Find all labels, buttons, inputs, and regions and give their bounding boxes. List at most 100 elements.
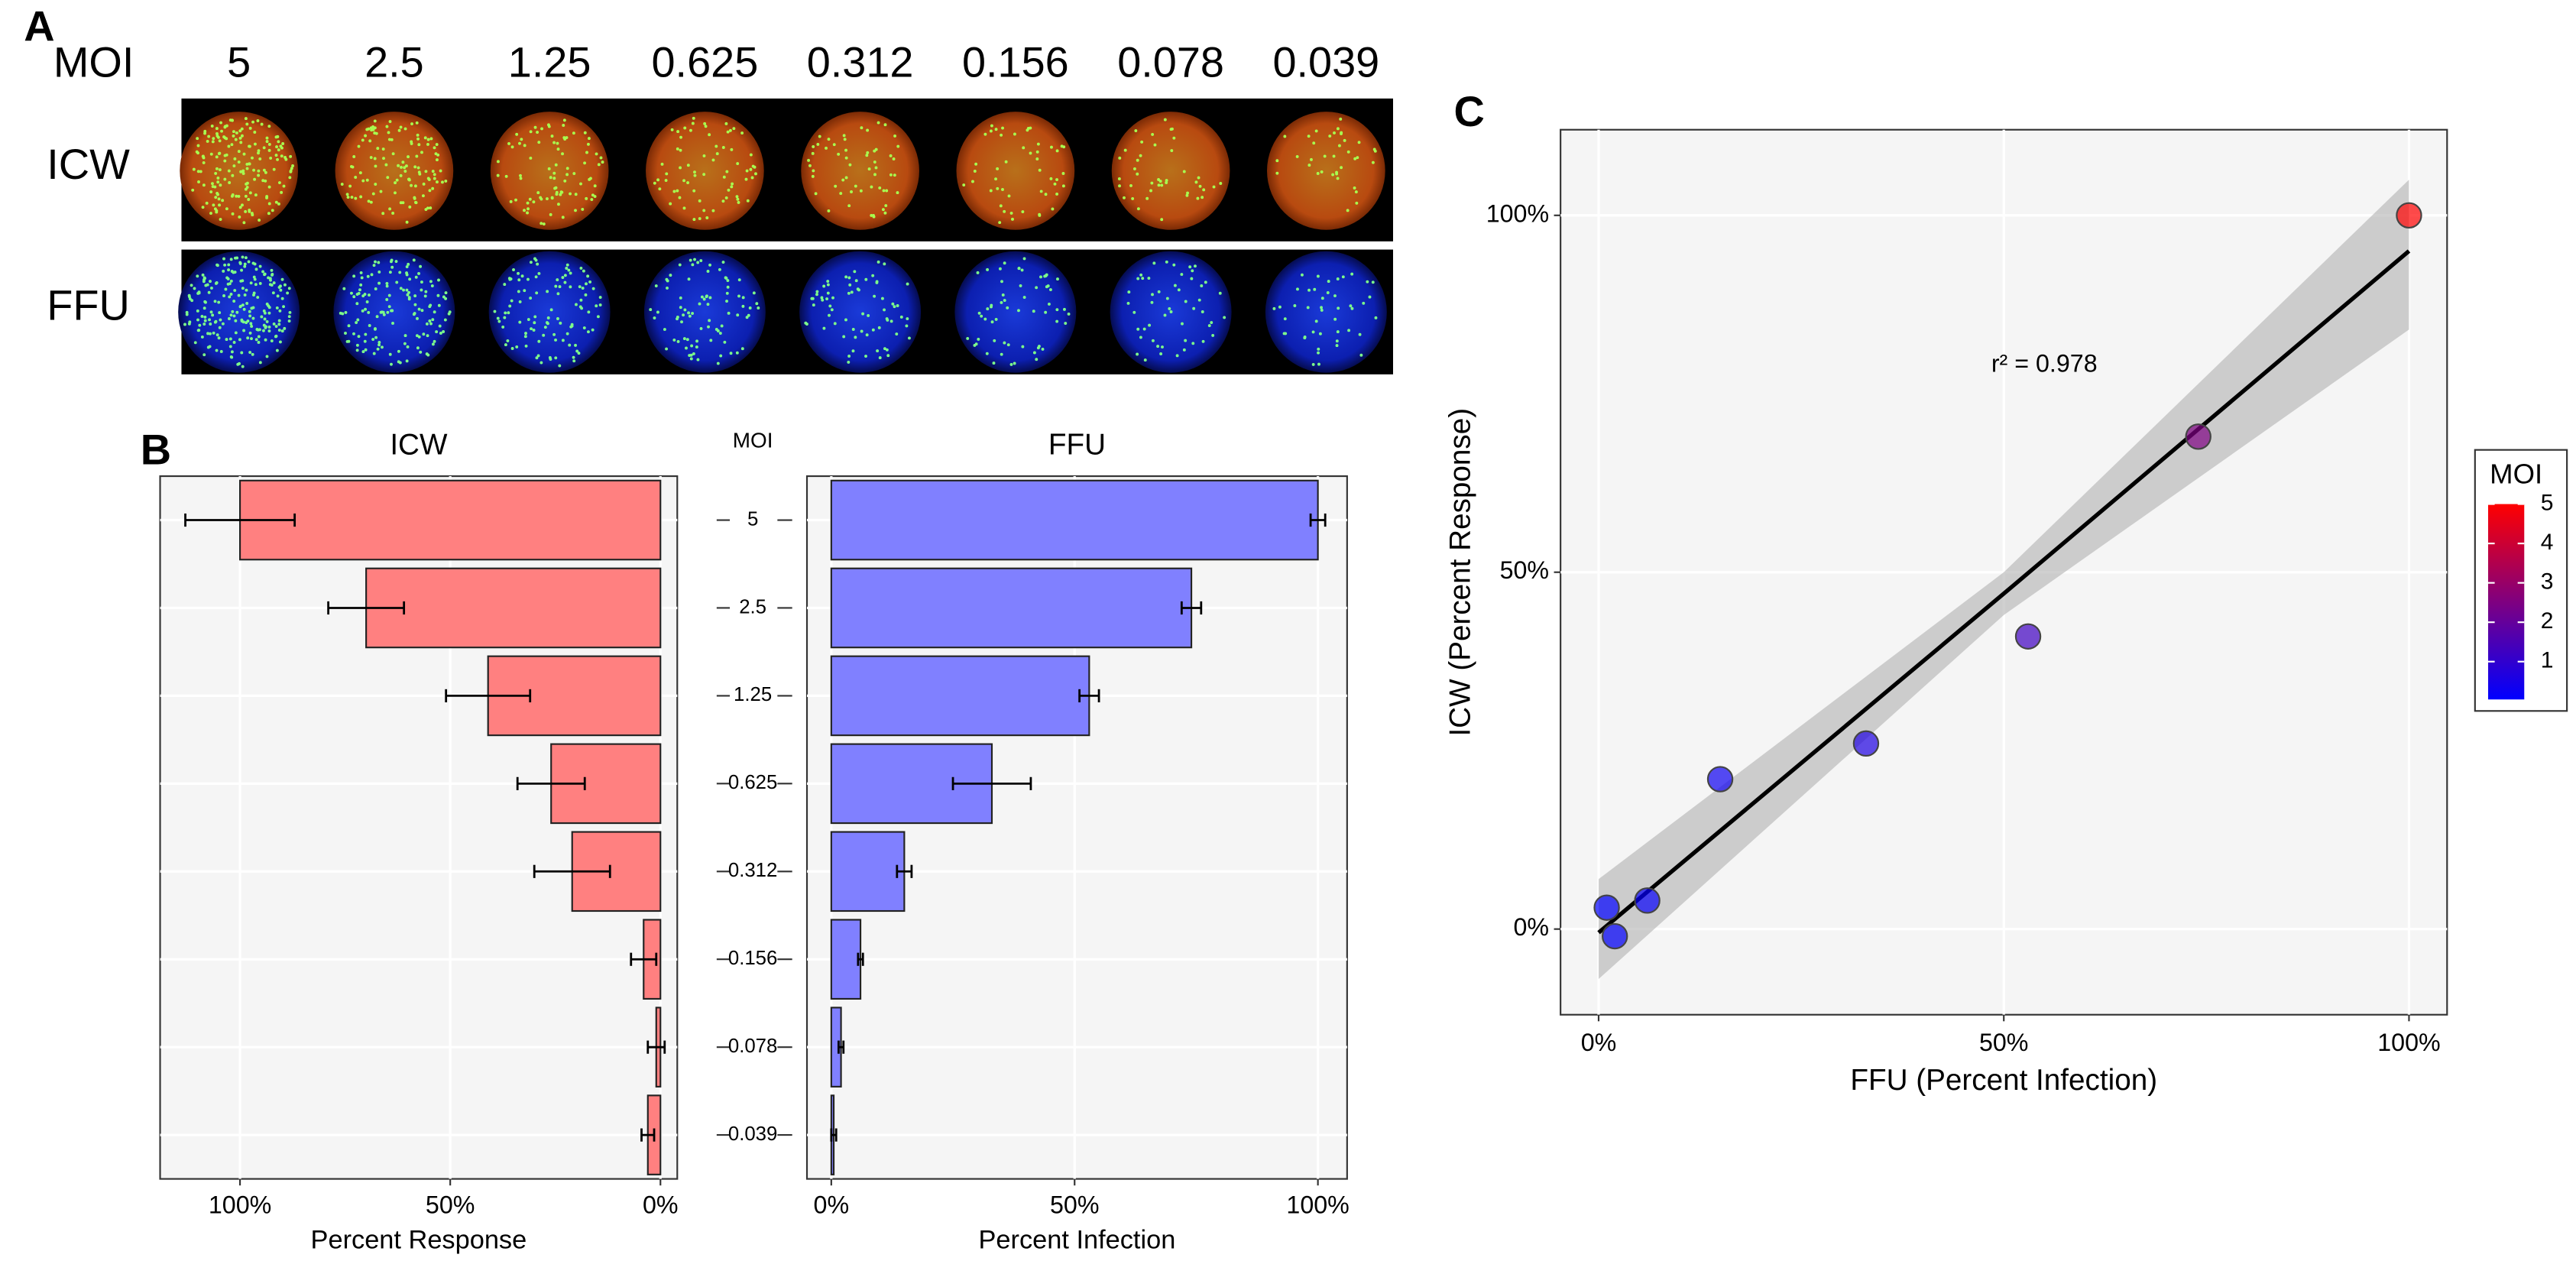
well-spot: [665, 277, 669, 281]
well-spot: [198, 323, 202, 327]
well-spot: [741, 296, 745, 300]
well-spot: [670, 128, 674, 131]
well-spot: [416, 133, 420, 137]
well-spot: [748, 306, 752, 310]
well-spot: [1142, 327, 1146, 331]
well-spot: [385, 281, 389, 285]
well-spot: [1314, 319, 1318, 323]
well-spot: [822, 326, 826, 330]
well-spot: [251, 316, 255, 320]
well-spot: [549, 212, 552, 216]
well-spot: [1156, 345, 1160, 348]
well-spot: [1157, 178, 1161, 181]
well-spot: [1194, 264, 1197, 268]
well-spot: [370, 273, 374, 277]
well-spot: [1313, 287, 1317, 291]
well-spot: [210, 286, 213, 290]
well-spot: [587, 142, 590, 146]
well-spot: [556, 317, 559, 320]
well-spot: [883, 262, 886, 266]
well-spot: [740, 131, 744, 135]
well-spot: [1169, 310, 1173, 313]
well-spot: [506, 339, 510, 342]
well-spot: [873, 149, 876, 153]
well-spot: [229, 293, 233, 296]
well-spot: [867, 313, 870, 317]
well-spot: [422, 332, 426, 336]
well-spot: [501, 325, 505, 329]
well-spot: [264, 338, 267, 342]
well-spot: [251, 352, 254, 356]
well-spot: [1032, 310, 1035, 313]
well-spot: [217, 197, 221, 201]
well-spot: [377, 261, 381, 264]
well-spot: [373, 157, 377, 160]
well-spot: [231, 310, 235, 313]
well-spot: [1118, 156, 1122, 160]
bar: [830, 919, 862, 1000]
well-spot: [277, 319, 281, 323]
well-spot: [1157, 290, 1161, 293]
well-spot: [231, 173, 235, 177]
well-spot: [1165, 260, 1168, 264]
well-spot: [745, 169, 749, 173]
well-spot: [218, 326, 222, 329]
well-spot: [1140, 140, 1144, 144]
well-spot: [1283, 317, 1287, 321]
well-spot: [263, 272, 267, 276]
well-spot: [1340, 166, 1343, 170]
well-spot: [682, 337, 686, 341]
regression-line: [1597, 249, 2411, 935]
well-spot: [1022, 257, 1026, 261]
well-spot: [1048, 302, 1051, 306]
well-spot: [1371, 160, 1375, 164]
well-spot: [256, 296, 260, 299]
well-spot: [653, 181, 656, 185]
well-spot: [815, 293, 818, 297]
well-spot: [822, 284, 826, 288]
well-spot: [1190, 277, 1194, 280]
well-spot: [830, 308, 834, 312]
well-spot: [1148, 323, 1152, 327]
well-spot: [875, 280, 879, 284]
well-spot: [735, 351, 739, 355]
well-spot: [574, 343, 577, 347]
well-spot: [438, 324, 442, 328]
well-spot: [196, 137, 199, 141]
well-spot: [196, 318, 199, 322]
well-spot: [1223, 316, 1226, 319]
well-spot: [703, 122, 707, 125]
well-spot: [842, 335, 846, 339]
well-spot: [688, 314, 692, 318]
well-spot: [1006, 306, 1009, 310]
well-spot: [218, 168, 222, 172]
well-spot: [426, 177, 430, 180]
well-spot: [382, 157, 385, 160]
well-spot: [864, 355, 867, 358]
well-spot: [808, 164, 812, 167]
well-spot: [977, 311, 981, 315]
well-spot: [1359, 353, 1363, 357]
well-spot: [197, 180, 200, 183]
well-spot: [510, 145, 514, 149]
well-spot: [387, 131, 390, 135]
well-spot: [407, 290, 410, 294]
well-spot: [372, 264, 376, 267]
well-spot: [262, 168, 266, 172]
well-spot: [595, 152, 598, 156]
column-label: 0.625: [652, 38, 759, 86]
well-spot: [271, 209, 274, 212]
well-spot: [238, 206, 242, 209]
well-spot: [267, 125, 271, 128]
column-label: 0.312: [807, 38, 914, 86]
well-spot: [237, 194, 241, 198]
well-spot: [442, 295, 446, 299]
well-spot: [693, 258, 696, 261]
well-spot: [262, 146, 266, 150]
well-spot: [658, 187, 662, 191]
well-spot: [406, 293, 410, 297]
well-spot: [515, 132, 519, 136]
well-spot: [374, 336, 378, 339]
error-bar: [646, 1040, 666, 1054]
well-spot: [376, 147, 380, 151]
